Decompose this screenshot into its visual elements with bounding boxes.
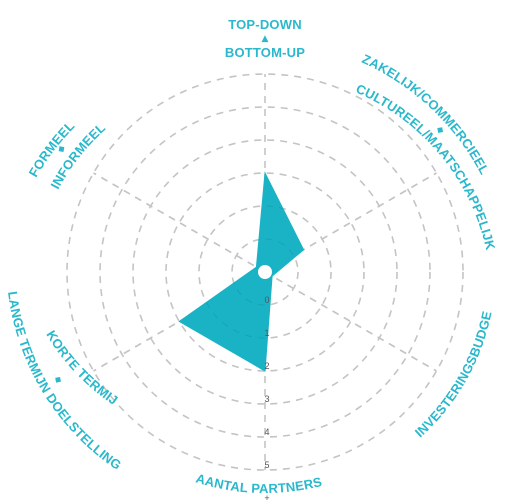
double-arrow-icon-left-top: ◆ (56, 143, 67, 155)
data-point-right-top (303, 249, 305, 251)
tick-label-3: 3 (264, 394, 269, 404)
grid-ring-1 (231, 238, 299, 306)
axis-label-bottom-up: BOTTOM-UP (225, 45, 305, 60)
grid-spoke-left-top (93, 172, 266, 273)
tick-label-5: 5 (264, 460, 269, 470)
tick-label-1: 1 (264, 328, 269, 338)
axis-label-aantal-partners: AANTAL PARTNERS (194, 471, 323, 496)
grid-ring-4 (132, 139, 398, 405)
grid-ring-6 (66, 73, 464, 471)
double-arrow-icon-top: ▲ (262, 34, 269, 44)
axis-label-zakelijk-path: ZAKELIJK/COMMERCIEEL (360, 51, 492, 177)
tick-label-2: 2 (264, 361, 269, 371)
data-point-top (264, 172, 266, 174)
grid-ring-2 (198, 205, 332, 339)
tick-label-4: 4 (264, 427, 269, 437)
axis-label-top-down: TOP-DOWN (228, 17, 302, 32)
tick-label-0: 0 (264, 295, 269, 305)
data-layer (178, 171, 305, 372)
tick-label-+: + (264, 493, 269, 501)
data-area (178, 171, 305, 372)
axis-label-aantal-partners-path: AANTAL PARTNERS (194, 471, 323, 496)
data-point-bottom (264, 370, 266, 372)
grid-ring-3 (165, 172, 365, 372)
center-dot (258, 265, 272, 279)
grid-ring-5 (99, 106, 431, 438)
data-point-left-bottom (178, 321, 180, 322)
axis-label-zakelijk: ZAKELIJK/COMMERCIEEL (360, 51, 492, 177)
double-arrow-icon-right-top: ◆ (434, 124, 445, 136)
grid-rings (66, 73, 464, 471)
data-point-right-bottom (271, 275, 273, 277)
double-arrow-icon-left-bottom: ◆ (52, 374, 64, 385)
grid-spoke-right-bottom (264, 271, 437, 372)
tick-labels: 0 1 2 3 4 5 + (264, 295, 269, 501)
data-point-left-top (255, 266, 257, 268)
